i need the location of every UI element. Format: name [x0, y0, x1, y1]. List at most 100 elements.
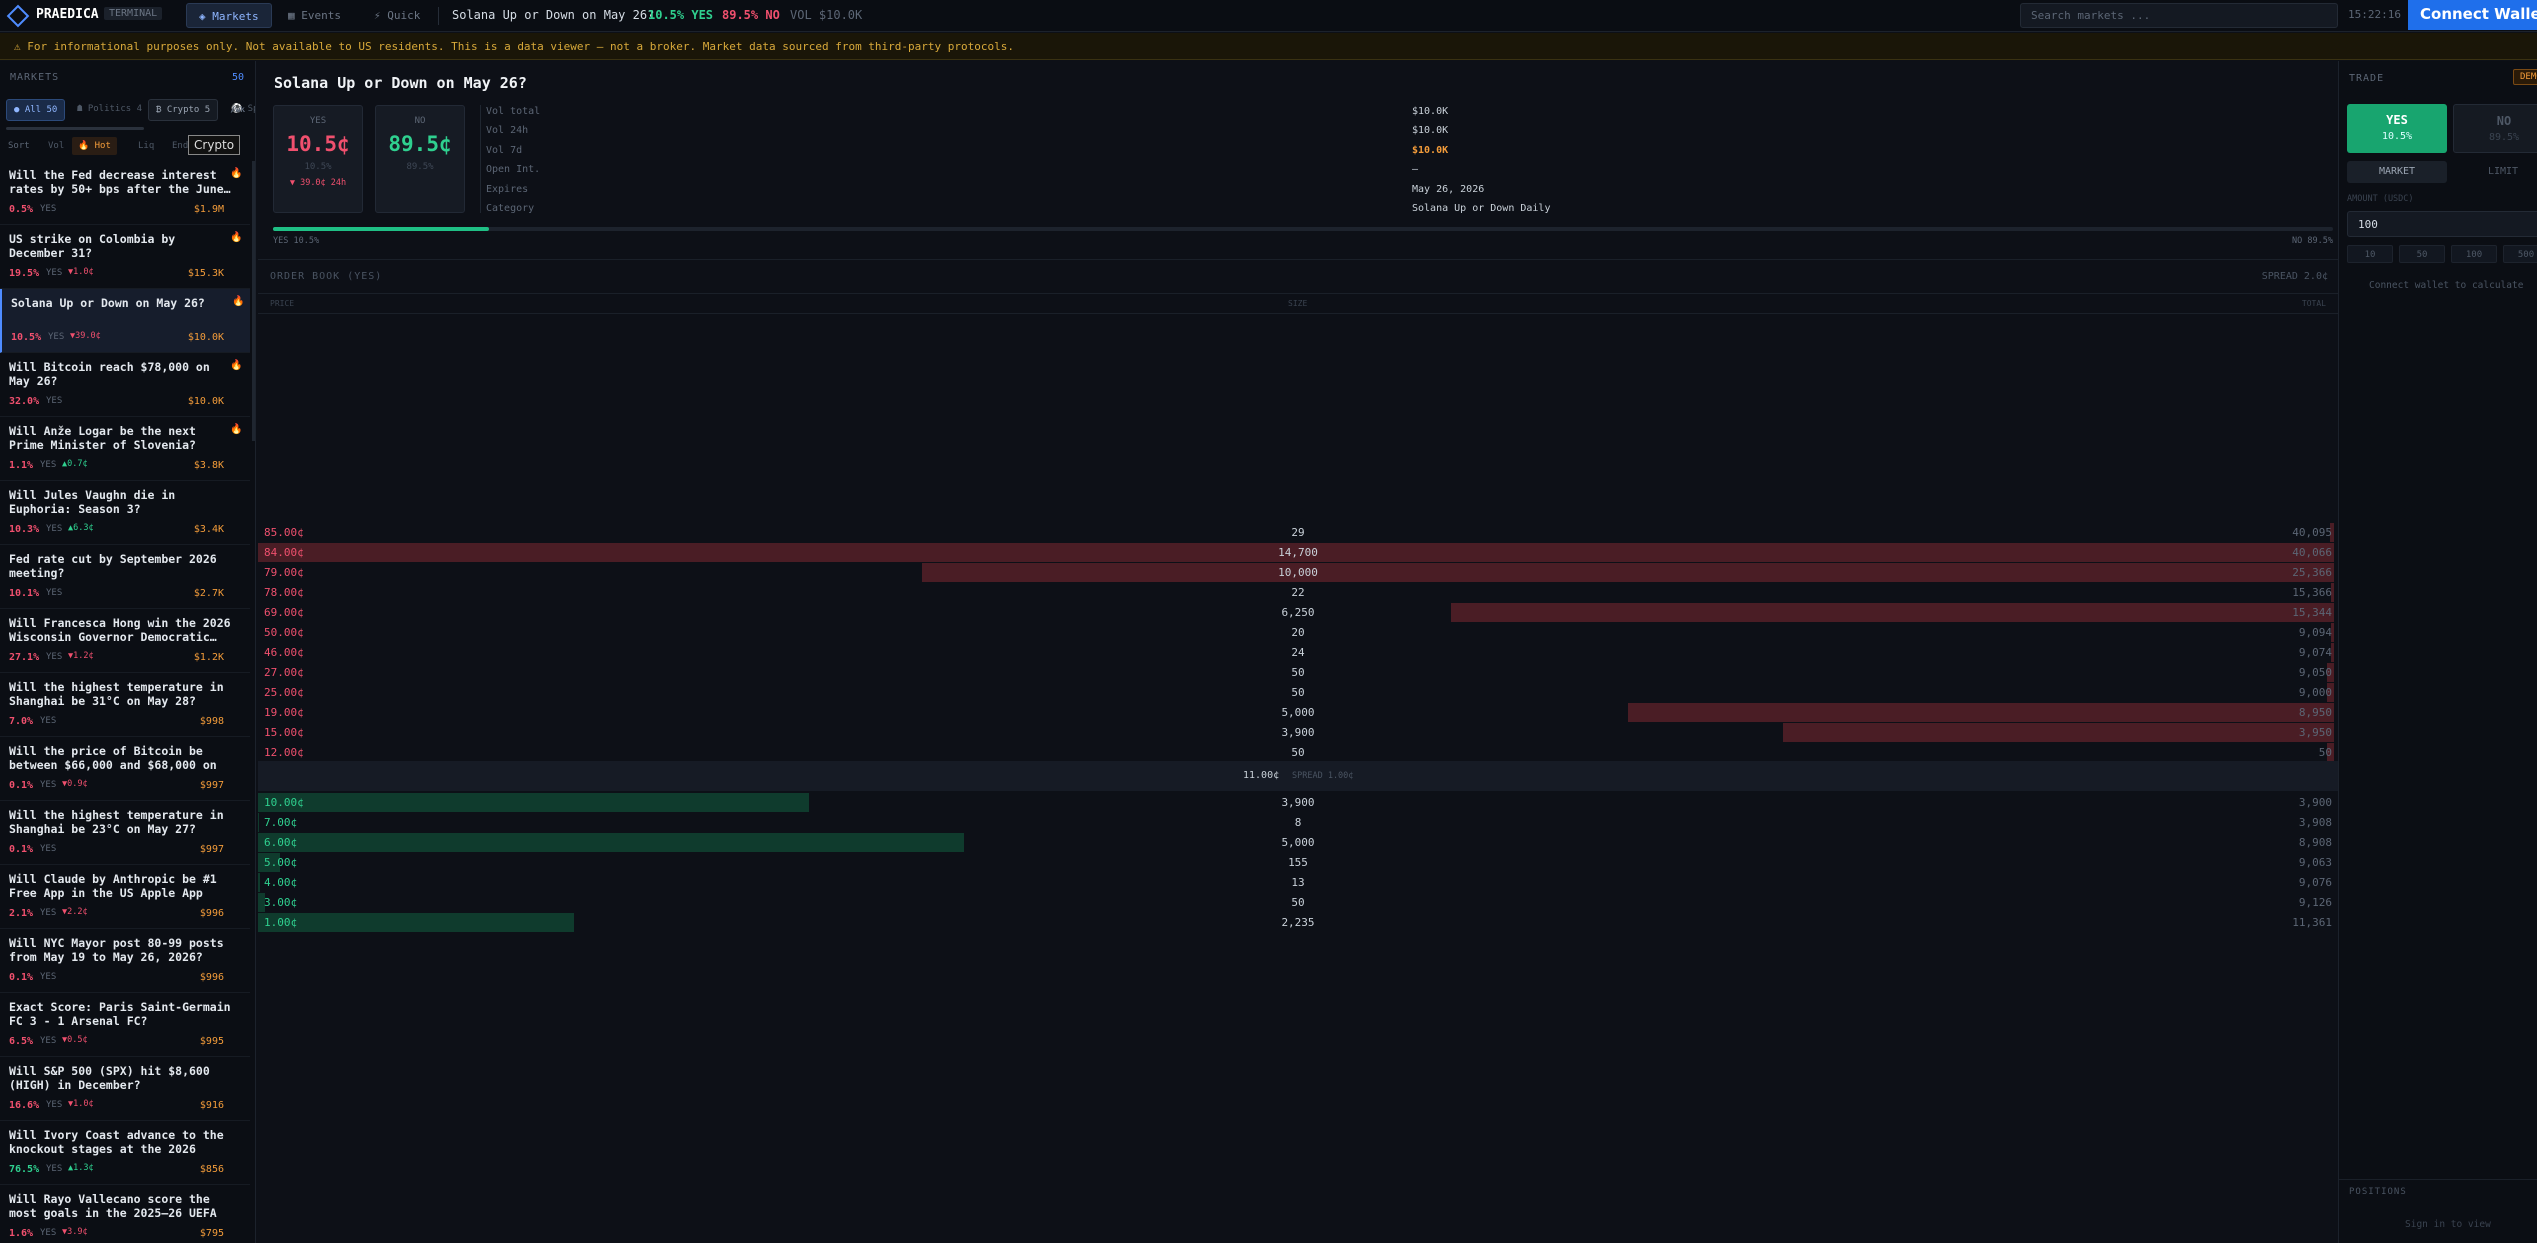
market-item[interactable]: Solana Up or Down on May 26? 🔥 10.5% YES ▼39… [0, 289, 250, 353]
nav-tab[interactable]: ◈ Markets [186, 3, 272, 28]
card-price: 89.5¢ [388, 132, 452, 156]
row-price: 12.00¢ [264, 746, 304, 759]
search-input[interactable]: Search markets ... [2020, 3, 2338, 28]
market-item[interactable]: US strike on Colombia by December 31? 🔥 19… [0, 225, 250, 289]
filter-scroll [6, 127, 144, 130]
quick-amount[interactable]: 50 [2399, 245, 2445, 263]
filter-chip[interactable]: ₿ Crypto 5 [148, 99, 219, 121]
stat-label: Expires [486, 183, 529, 195]
row-price: 4.00¢ [264, 876, 298, 889]
market-item[interactable]: Will S&P 500 (SPX) hit $8,600 (HIGH) in … [0, 1057, 250, 1121]
market-title: Will S&P 500 (SPX) hit $8,600 (HIGH) in … [9, 1064, 210, 1092]
volume-unit: /wk [230, 105, 245, 114]
row-price: 19.00¢ [264, 706, 304, 719]
ask-depth [2329, 523, 2334, 542]
ticker-market: Solana Up or Down on May 26? [452, 8, 655, 22]
sort-option[interactable]: 🔥 Hot [72, 137, 117, 155]
market-item[interactable]: Will the price of Bitcoin be between $66… [0, 737, 250, 801]
row-size: 22 [1291, 586, 1305, 599]
ask-depth [2326, 743, 2334, 762]
col-total: TOTAL [2301, 299, 2326, 308]
prob-yes [273, 227, 490, 231]
market-volume: $997 [199, 780, 224, 791]
demo-badge: DEMO [2513, 69, 2537, 85]
market-item[interactable]: Will Francesca Hong win the 2026 Wiscons… [0, 609, 250, 673]
ask-depth [2330, 643, 2334, 662]
card-label: YES [309, 116, 327, 126]
connect-wallet[interactable]: Connect Wallet [2408, 0, 2537, 30]
market-item[interactable]: Will the highest temperature in Shanghai… [0, 801, 250, 865]
row-total: 50 [2318, 746, 2332, 759]
row-total: 9,074 [2298, 646, 2332, 659]
market-title: Will the price of Bitcoin be between $66… [9, 744, 217, 772]
row-total: 15,344 [2292, 606, 2332, 619]
row-size: 14,700 [1278, 546, 1318, 559]
market-item[interactable]: Will Anže Logar be the next Prime Minist… [0, 417, 250, 481]
volume-unit: /wk [230, 105, 245, 114]
filter-chip[interactable]: ● All 50 [6, 99, 66, 121]
quick-amount[interactable]: 10 [2347, 245, 2393, 263]
bid-depth [258, 873, 260, 892]
volume-unit: /wk [230, 105, 245, 114]
market-price: 10.5% [11, 332, 42, 343]
row-total: 3,908 [2298, 816, 2332, 829]
filter-chip[interactable]: ⚽ Spo [231, 104, 255, 114]
quick-amount[interactable]: 500 [2503, 245, 2537, 263]
market-item[interactable]: Will Jules Vaughn die in Euphoria: Seaso… [0, 481, 250, 545]
volume-unit: /wk [230, 105, 245, 114]
row-size: 10,000 [1278, 566, 1318, 579]
row-size: 3,900 [1281, 726, 1315, 739]
sidebar-count: 50 [232, 72, 245, 83]
nav-tab[interactable]: ⚡ Quick [374, 9, 421, 22]
market-item[interactable]: Will the highest temperature in Shanghai… [0, 673, 250, 737]
market-item[interactable]: Will Bitcoin reach $78,000 on May 26? 🔥 32… [0, 353, 250, 417]
stat-value: — [1412, 164, 1419, 176]
yes-button[interactable]: YES 10.5% [2347, 104, 2447, 153]
market-volume: $997 [199, 844, 224, 855]
market-price: 1.1% [9, 460, 34, 471]
market-item[interactable]: Will the Fed decrease interest rates by … [0, 161, 250, 225]
positions-title: POSITIONS [2349, 1187, 2407, 1197]
market-price: 0.1% [9, 844, 34, 855]
volume-unit: /wk [230, 105, 245, 114]
market-item[interactable]: Fed rate cut by September 2026 meeting? 1… [0, 545, 250, 609]
row-size: 50 [1291, 746, 1305, 759]
row-total: 9,076 [2298, 876, 2332, 889]
market-item[interactable]: Will Rayo Vallecano score the most goals… [0, 1185, 250, 1243]
disclaimer-banner: ⚠ For informational purposes only. Not a… [0, 33, 2537, 60]
filter-chip[interactable]: ☗ Politics 4 [77, 104, 143, 114]
market-item[interactable]: Will Claude by Anthropic be #1 Free App … [0, 865, 250, 929]
sort-option[interactable]: End [172, 141, 189, 151]
order-type-tab[interactable]: LIMIT [2487, 166, 2519, 177]
market-title: Will Bitcoin reach $78,000 on May 26? [9, 360, 210, 388]
row-price: 69.00¢ [264, 606, 304, 619]
order-type-tab[interactable]: MARKET [2347, 161, 2447, 183]
no-button[interactable]: NO 89.5% [2453, 104, 2537, 153]
amount-input[interactable]: 100 [2347, 211, 2537, 237]
volume-unit: /wk [230, 105, 245, 114]
col-size: SIZE [1288, 299, 1308, 308]
market-title: Fed rate cut by September 2026 meeting? [9, 552, 217, 580]
ticker-sep [438, 7, 439, 25]
ask-depth [2326, 663, 2334, 682]
mid-price: 11.00¢ [1243, 770, 1280, 781]
market-volume: $1.2K [193, 652, 224, 663]
card-pct: 10.5% [304, 162, 332, 172]
positions-hint: Sign in to view [2405, 1219, 2491, 1230]
orderbook-rule [258, 293, 2338, 294]
volume-unit: /wk [230, 105, 245, 114]
market-change: ▼0.5¢ [62, 1035, 88, 1045]
outcome-pct: 10.5% [2381, 131, 2413, 142]
row-size: 5,000 [1281, 706, 1315, 719]
market-item[interactable]: Exact Score: Paris Saint-Germain FC 3 - … [0, 993, 250, 1057]
row-size: 29 [1291, 526, 1305, 539]
quick-amount[interactable]: 100 [2451, 245, 2497, 263]
market-price: 76.5% [9, 1164, 40, 1175]
sort-option[interactable]: Vol [48, 141, 65, 151]
sort-option[interactable]: Liq [138, 141, 155, 151]
market-side: YES [46, 1100, 63, 1110]
market-item[interactable]: Will NYC Mayor post 80-99 posts from May… [0, 929, 250, 993]
market-item[interactable]: Will Ivory Coast advance to the knockout… [0, 1121, 250, 1185]
nav-tab[interactable]: ▦ Events [288, 9, 341, 22]
bid-depth [258, 893, 266, 912]
